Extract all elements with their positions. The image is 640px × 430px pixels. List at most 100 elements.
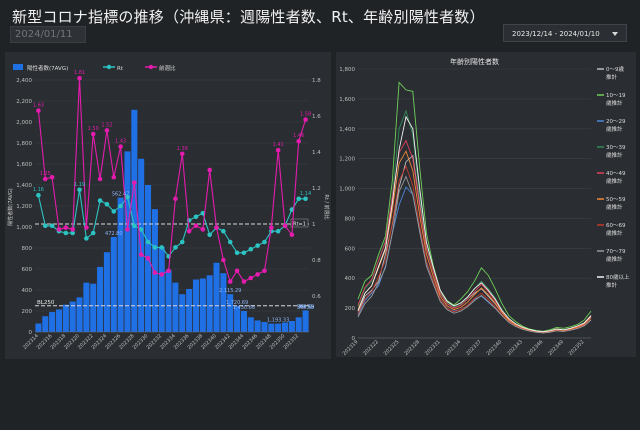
rt-point <box>275 228 281 234</box>
page-title: 新型コロナ指標の推移（沖縄県：週陽性者数、Rt、年齢別陽性者数） <box>12 8 485 26</box>
ratio-point <box>303 117 308 122</box>
bar <box>158 246 165 332</box>
y-tick-label: 1,600 <box>339 97 355 103</box>
rt-line <box>37 189 306 258</box>
y-tick-label: 2,000 <box>16 120 32 126</box>
ratio-point <box>179 151 185 157</box>
ratio-point <box>234 268 240 274</box>
ratio-point <box>111 174 117 180</box>
x-tick-label: 202322 <box>362 339 380 357</box>
x-tick-label: 202340 <box>486 339 504 357</box>
bar <box>117 197 124 332</box>
y-tick-label: 600 <box>345 246 356 252</box>
bar <box>275 323 282 332</box>
bar <box>110 236 117 332</box>
ratio-data-label: 1.81 <box>74 70 85 76</box>
x-tick-label: 202328 <box>403 339 421 357</box>
y-tick-label: 2,400 <box>16 78 32 84</box>
ratio-data-label: 1.39 <box>177 146 188 152</box>
bar-data-label: 206.12 <box>297 304 315 310</box>
legend-marker <box>106 64 112 70</box>
x-tick-label: 202337 <box>465 339 483 357</box>
chevron-down-icon <box>612 32 618 36</box>
ratio-data-label: 1.25 <box>40 171 51 177</box>
bar <box>103 252 110 332</box>
ratio-point <box>241 279 247 284</box>
ratio-point <box>84 225 89 230</box>
date-range-dropdown[interactable]: 2023/12/14 - 2024/01/10 <box>503 24 627 42</box>
legend-marker <box>148 64 154 70</box>
rt-point <box>111 209 117 214</box>
bar-data-label: 1,430.66 <box>233 305 255 311</box>
y2-tick-label: 0.6 <box>312 294 321 300</box>
rt-point <box>125 194 130 200</box>
rt-point <box>200 210 206 216</box>
series-line <box>357 186 592 334</box>
rt-point <box>296 196 302 202</box>
ratio-point <box>36 108 41 113</box>
rt-data-label: 1.16 <box>33 187 44 193</box>
bar <box>261 322 268 332</box>
legend-label: 30〜39 歳推計 <box>606 145 626 159</box>
x-tick-label: 202352 <box>568 339 586 357</box>
x-tick-label: 202334 <box>444 339 462 357</box>
ratio-data-label: 1.46 <box>293 133 304 139</box>
ratio-point <box>118 144 123 149</box>
rt-data-label: 1.19 <box>74 182 85 188</box>
x-tick-label: 202325 <box>383 339 401 357</box>
rt-point <box>132 223 137 229</box>
y-tick-label: 1,000 <box>16 225 32 231</box>
rt-point <box>234 250 240 256</box>
legend-label: 60〜69 歳推計 <box>606 223 626 237</box>
rt-point <box>289 207 295 212</box>
ratio-point <box>248 275 254 281</box>
ratio-point <box>70 227 75 232</box>
y-tick-label: 0 <box>352 336 356 342</box>
y-tick-label: 800 <box>22 246 33 252</box>
rt-point <box>90 230 96 236</box>
ratio-point <box>77 75 82 81</box>
ratio-point <box>200 227 206 232</box>
bar <box>220 273 227 332</box>
bar <box>76 297 83 332</box>
series-line <box>357 175 592 334</box>
legend-label: 40〜49 歳推計 <box>606 171 626 185</box>
date-input[interactable]: 2024/01/11 <box>10 26 86 43</box>
rt-point <box>207 232 212 238</box>
y-tick-label: 2,200 <box>16 99 32 105</box>
ratio-point <box>56 227 62 232</box>
bar <box>254 320 261 332</box>
bar-data-label: 1,193.33 <box>267 318 289 324</box>
legend-label: 20〜29 歳推計 <box>606 119 626 133</box>
bar <box>69 301 76 332</box>
y2-tick-label: 1.8 <box>312 78 321 84</box>
y-tick-label: 1,200 <box>339 157 355 163</box>
rt-point <box>42 223 48 229</box>
ratio-data-label: 1.52 <box>101 122 112 128</box>
ratio-point <box>255 272 260 277</box>
legend-label: Rt <box>117 66 124 72</box>
y-tick-label: 1,000 <box>339 187 355 193</box>
combo-chart-panel: 陽性者数(7AVG) Rt 前週比 0 200 400 600 800 1,000 1,200 1,… <box>5 52 331 359</box>
y2-tick-label: 0.8 <box>312 258 321 264</box>
ratio-data-label: 1.63 <box>33 103 44 109</box>
rt-point <box>179 239 185 245</box>
bar-data-label: 546.53 <box>297 304 315 310</box>
y2-tick-label: 1 <box>312 222 316 228</box>
ratio-point <box>207 167 212 173</box>
bar <box>234 305 241 332</box>
rt-point <box>241 250 247 256</box>
bar-data-label: 472.80 <box>105 231 123 237</box>
x-tick-label: 202343 <box>506 339 524 357</box>
legend-label: 80歳以上推計 <box>606 273 630 289</box>
ratio-point <box>214 225 219 230</box>
bar <box>199 278 206 332</box>
ratio-point <box>262 268 267 274</box>
bar <box>268 323 275 332</box>
age-line-chart: 年齢別陽性者数 0 200 400 600 800 1,000 1,200 1,400 1,600… <box>339 57 630 357</box>
ratio-point <box>166 268 171 274</box>
bar <box>172 282 179 332</box>
rt-point <box>159 245 165 250</box>
rt-point <box>104 201 110 207</box>
bar <box>42 316 49 332</box>
